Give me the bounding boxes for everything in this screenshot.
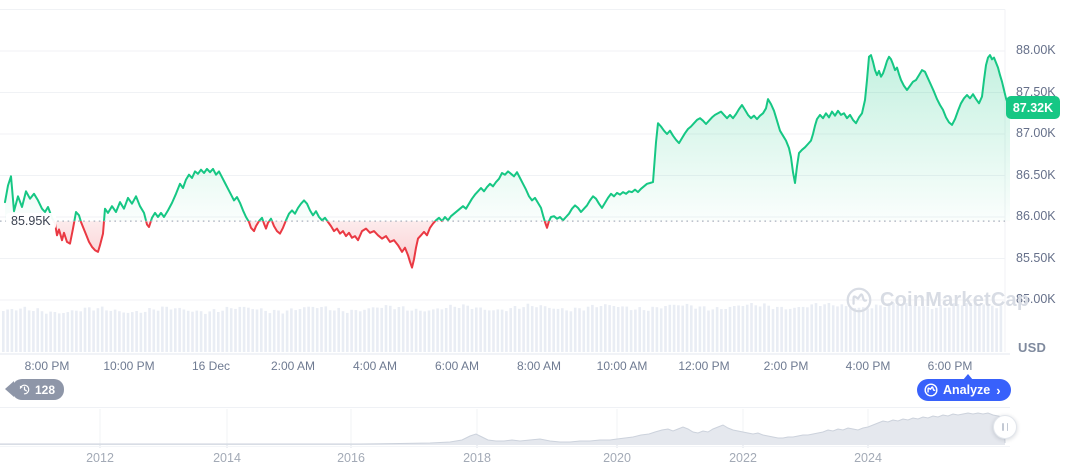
year-label: 2016 (337, 451, 365, 465)
analyze-label: Analyze (943, 383, 991, 397)
price-axis-label: 88.00K (1016, 43, 1056, 57)
time-axis-label: 10:00 AM (596, 359, 648, 373)
year-label: 2018 (463, 451, 491, 465)
history-count: 128 (35, 382, 56, 397)
baseline-price-label: 85.95K (6, 213, 56, 229)
cmc-logo-icon (924, 383, 938, 397)
price-axis: 88.00K 87.50K 87.00K 86.50K 86.00K 85.50K 85.0… (1014, 0, 1072, 356)
navigator-area-top (0, 412, 1006, 445)
year-label: 2024 (854, 451, 882, 465)
coinmarketcap-logo-icon (846, 287, 872, 313)
time-axis-label: 10:00 PM (103, 359, 155, 373)
watermark: CoinMarketCap (846, 287, 1029, 313)
price-axis-label: 86.00K (1016, 209, 1056, 223)
time-axis-label: 2:00 PM (763, 359, 809, 373)
axis-separator (0, 353, 1010, 355)
time-axis-label: 4:00 PM (845, 359, 891, 373)
price-chart[interactable] (0, 0, 1010, 356)
watermark-text: CoinMarketCap (880, 288, 1030, 311)
price-axis-label: 86.50K (1016, 168, 1056, 182)
year-label: 2022 (729, 451, 757, 465)
time-axis-label: 8:00 PM (24, 359, 70, 373)
history-count-badge[interactable]: 128 (4, 379, 65, 400)
price-axis-label: 87.00K (1016, 126, 1056, 140)
volume-bars (2, 303, 1003, 352)
time-axis-label: 6:00 PM (927, 359, 973, 373)
time-axis-label: 2:00 AM (270, 359, 316, 373)
navigator-handle[interactable] (993, 415, 1017, 439)
time-axis-label: 16 Dec (191, 359, 231, 373)
time-axis-label: 4:00 AM (352, 359, 398, 373)
time-axis-label: 12:00 PM (678, 359, 730, 373)
time-axis: 8:00 PM 10:00 PM 16 Dec 2:00 AM 4:00 AM 6:00 … (0, 359, 1010, 375)
timeline-navigator[interactable] (0, 408, 1010, 448)
price-axis-label: 87.50K (1016, 85, 1056, 99)
time-axis-label: 6:00 AM (434, 359, 480, 373)
year-label: 2012 (86, 451, 114, 465)
price-area-above (5, 55, 1010, 222)
navigator-area (0, 413, 1005, 445)
timeline-years: 2012 2014 2016 2018 2020 2022 2024 (0, 451, 1010, 467)
navigator-top-border (0, 407, 1010, 408)
navigator-bottom-border (0, 446, 1010, 447)
year-label: 2020 (603, 451, 631, 465)
currency-label: USD (1018, 340, 1047, 355)
price-axis-label: 85.50K (1016, 251, 1056, 265)
chevron-right-icon: › (996, 382, 1001, 398)
analyze-button[interactable]: Analyze › (917, 374, 1011, 401)
time-axis-label: 8:00 AM (516, 359, 562, 373)
year-label: 2014 (213, 451, 241, 465)
price-axis-label: 85.00K (1016, 292, 1056, 306)
history-clock-icon (19, 384, 30, 395)
price-line-up (4, 54, 1010, 222)
current-price-badge: 87.32K (1006, 96, 1060, 119)
